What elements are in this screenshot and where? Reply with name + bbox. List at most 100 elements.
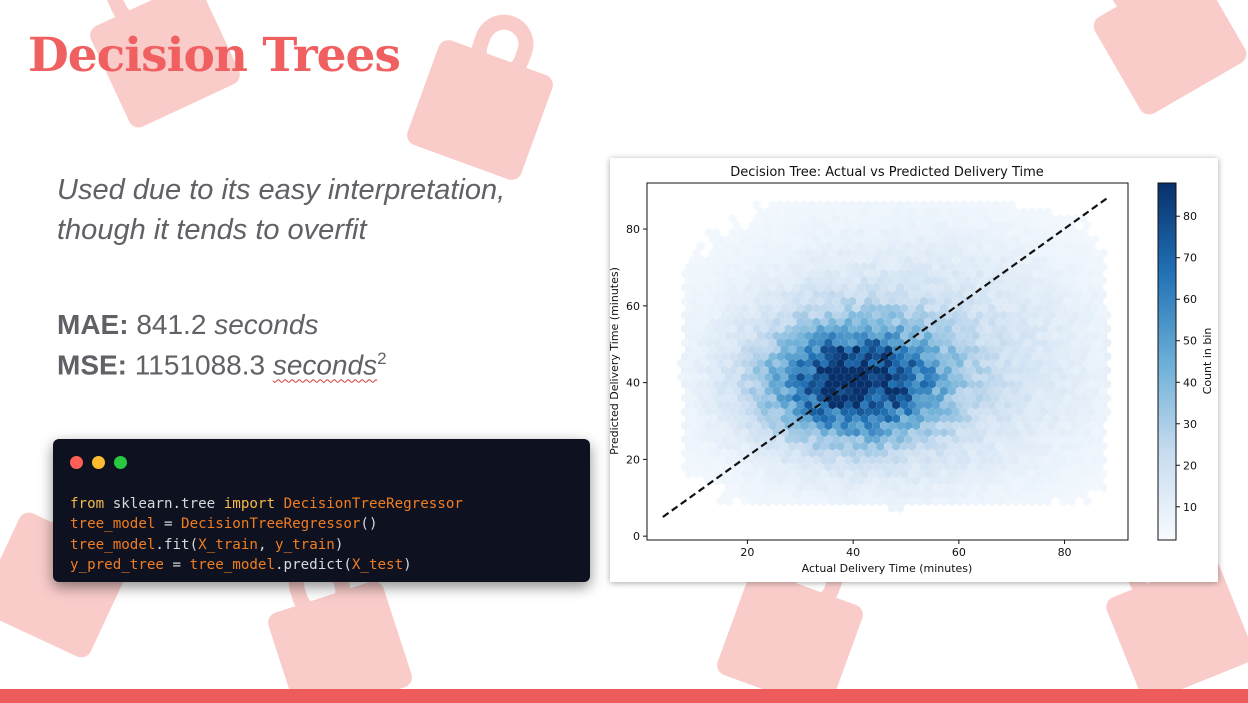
code-token: ()	[360, 516, 378, 533]
hexbin-cell	[792, 462, 801, 472]
hexbin-cell	[720, 448, 729, 458]
hexbin-cell	[896, 338, 905, 348]
hexbin-cell	[1071, 393, 1080, 403]
hexbin-cell	[1011, 386, 1020, 396]
hexbin-cell	[1087, 462, 1096, 472]
hexbin-cell	[896, 448, 905, 458]
hexbin-cell	[1099, 317, 1108, 327]
hexbin-cell	[716, 248, 725, 258]
hexbin-cell	[804, 248, 813, 258]
hexbin-cell	[987, 358, 996, 369]
hexbin-cell	[704, 269, 713, 279]
hexbin-cell	[868, 331, 877, 341]
hexbin-cell	[1059, 400, 1068, 410]
hexbin-cell	[896, 214, 905, 224]
hexbin-cell	[860, 289, 869, 300]
hexbin-cell	[752, 324, 761, 334]
hexbin-cell	[808, 352, 817, 362]
hexbin-cell	[864, 255, 873, 265]
hexbin-cell	[1079, 434, 1088, 444]
hexbin-cell	[1071, 434, 1080, 444]
code-token: sklearn.tree	[104, 496, 224, 512]
hexbin-cell	[732, 234, 741, 244]
hexbin-cell	[995, 303, 1004, 313]
hexbin-cell	[728, 338, 737, 348]
hexbin-cell	[1015, 379, 1024, 389]
hexbin-cell	[932, 414, 940, 424]
hexbin-cell	[820, 400, 829, 410]
hexbin-cell	[1043, 345, 1052, 355]
hexbin-cell	[1023, 214, 1032, 224]
hexbin-cell	[1035, 441, 1044, 451]
hexbin-cell	[689, 448, 697, 458]
hexbin-cell	[832, 407, 841, 417]
hexbin-cell	[1011, 496, 1020, 507]
hexbin-cell	[716, 441, 725, 451]
hexbin-cell	[880, 421, 889, 431]
hexbin-cell	[912, 407, 920, 417]
hexbin-cell	[832, 352, 841, 362]
hexbin-cell	[880, 241, 889, 251]
hexbin-cell	[692, 248, 701, 258]
hexbin-cell	[971, 441, 980, 451]
hexbin-cell	[1043, 276, 1052, 286]
hexbin-cell	[840, 434, 849, 444]
hexbin-cell	[872, 379, 881, 389]
hexbin-cell	[696, 283, 705, 293]
hexbin-cell	[1027, 455, 1036, 465]
hexbin-cell	[1083, 400, 1092, 410]
hexbin-cell	[844, 207, 853, 217]
hexbin-cell	[796, 331, 805, 341]
hexbin-cell	[1095, 379, 1104, 389]
hexbin-cell	[1019, 317, 1028, 327]
hexbin-cell	[832, 448, 841, 458]
hexbin-cell	[852, 427, 861, 438]
hexbin-cell	[951, 255, 960, 265]
hexbin-cell	[812, 427, 821, 438]
hexbin-cell	[852, 496, 861, 507]
hexbin-cell	[943, 448, 952, 458]
hexbin-cell	[828, 372, 837, 382]
hexbin-cell	[836, 220, 845, 231]
hexbin-cell	[1039, 365, 1048, 375]
hexbin-cell	[712, 283, 721, 293]
hexbin-cell	[896, 310, 905, 320]
hexbin-cell	[800, 200, 809, 210]
hexbin-cell	[896, 490, 905, 500]
hexbin-cell	[852, 414, 861, 424]
hexbin-cell	[1091, 317, 1100, 327]
hexbin-cell	[880, 407, 889, 417]
hexbin-cell	[939, 220, 948, 231]
hexbin-cell	[896, 283, 905, 293]
hexbin-cell	[999, 283, 1008, 293]
hexbin-cell	[788, 276, 797, 286]
hexbin-cell	[832, 476, 841, 486]
hexbin-cell	[800, 379, 809, 389]
hexbin-cell	[896, 352, 905, 362]
hexbin-cell	[760, 421, 769, 431]
hexbin-cell	[756, 331, 765, 341]
hexbin-cell	[692, 262, 701, 272]
hexbin-cell	[868, 455, 877, 465]
hexbin-cell	[1051, 345, 1060, 355]
hexbin-cell	[1035, 234, 1044, 244]
hexbin-cell	[892, 496, 901, 507]
hexbin-cell	[772, 276, 781, 286]
hexbin-cell	[780, 234, 789, 244]
hexbin-cell	[860, 358, 869, 369]
hexbin-cell	[704, 421, 713, 431]
hexbin-cell	[979, 469, 988, 479]
hexbin-cell	[928, 407, 936, 417]
hexbin-cell	[1059, 289, 1068, 300]
hexbin-cell	[959, 241, 968, 251]
hexbin-cell	[1047, 490, 1056, 500]
hexbin-cell	[904, 448, 912, 458]
code-token: )	[334, 536, 344, 553]
hexbin-cell	[928, 310, 936, 320]
hexbin-cell	[872, 214, 881, 224]
hexbin-cell	[939, 276, 948, 286]
hexbin-cell	[848, 283, 857, 293]
hexbin-cell	[943, 379, 952, 389]
hexbin-cell	[932, 386, 940, 396]
hexbin-cell	[872, 407, 881, 417]
